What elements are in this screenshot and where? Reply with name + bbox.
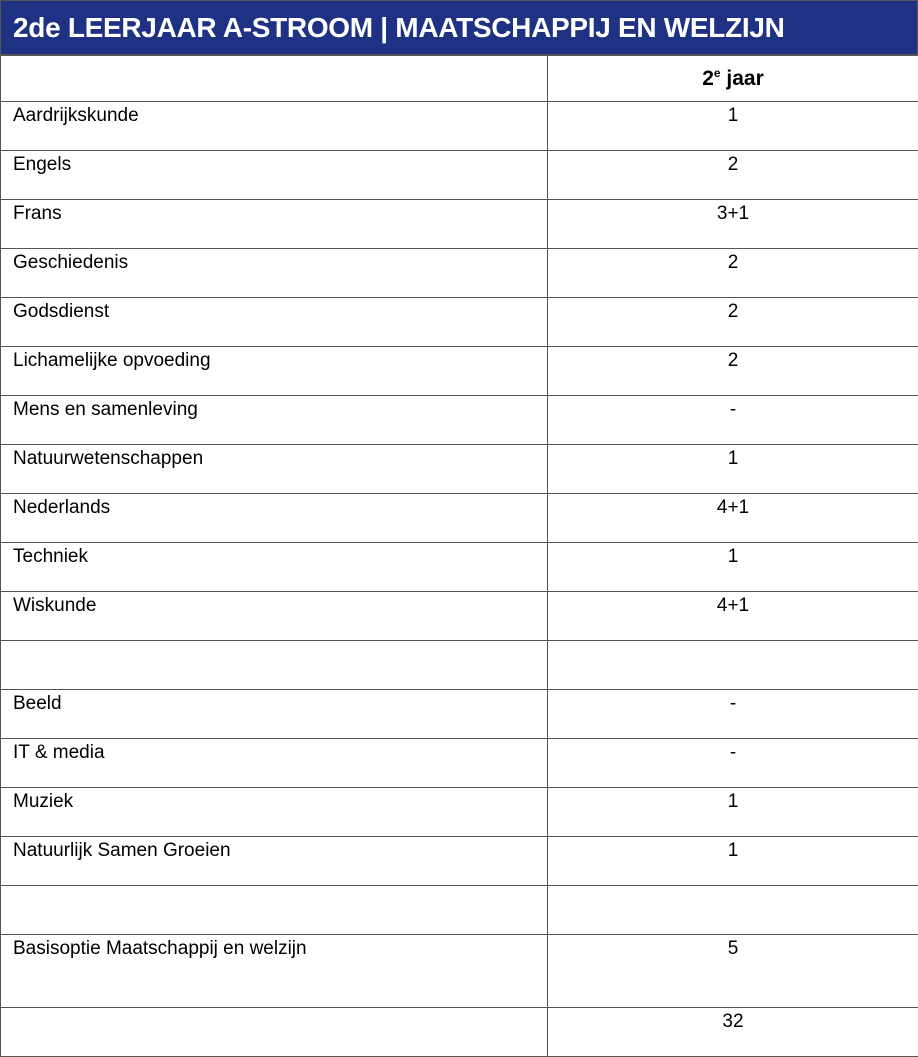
hours-cell: 2 — [548, 249, 918, 298]
hours-cell: 1 — [548, 788, 918, 837]
subject-cell: Beeld — [1, 690, 548, 739]
hours-cell: - — [548, 739, 918, 788]
hours-cell: 2 — [548, 151, 918, 200]
table-row: 32 — [1, 1008, 918, 1057]
hours-cell: 1 — [548, 445, 918, 494]
subject-cell: Natuurwetenschappen — [1, 445, 548, 494]
subject-cell — [1, 886, 548, 935]
subject-cell: Aardrijkskunde — [1, 102, 548, 151]
hours-cell: 4+1 — [548, 494, 918, 543]
subject-cell: Basisoptie Maatschappij en welzijn — [1, 935, 548, 1008]
subject-cell: Techniek — [1, 543, 548, 592]
table-row — [1, 641, 918, 690]
year-superscript: e — [714, 66, 721, 80]
subject-cell: Natuurlijk Samen Groeien — [1, 837, 548, 886]
hours-cell: 1 — [548, 837, 918, 886]
hours-cell: 2 — [548, 347, 918, 396]
hours-cell: - — [548, 690, 918, 739]
header-subject-cell — [1, 56, 548, 102]
hours-cell — [548, 886, 918, 935]
subject-cell: Wiskunde — [1, 592, 548, 641]
subject-cell — [1, 641, 548, 690]
page-title: 2de LEERJAAR A-STROOM | MAATSCHAPPIJ EN … — [0, 0, 918, 55]
subject-cell: Frans — [1, 200, 548, 249]
subject-cell: Muziek — [1, 788, 548, 837]
hours-cell: - — [548, 396, 918, 445]
table-row: Beeld- — [1, 690, 918, 739]
subject-cell: Mens en samenleving — [1, 396, 548, 445]
hours-cell: 2 — [548, 298, 918, 347]
hours-cell: 32 — [548, 1008, 918, 1057]
subject-cell: IT & media — [1, 739, 548, 788]
subject-cell — [1, 1008, 548, 1057]
year-word: jaar — [726, 67, 763, 90]
hours-cell — [548, 641, 918, 690]
hours-cell: 5 — [548, 935, 918, 1008]
hours-cell: 1 — [548, 543, 918, 592]
subject-cell: Engels — [1, 151, 548, 200]
table-header-row: 2e jaar — [1, 56, 918, 102]
year-number: 2 — [702, 67, 714, 90]
subject-cell: Lichamelijke opvoeding — [1, 347, 548, 396]
table-row: Mens en samenleving- — [1, 396, 918, 445]
hours-cell: 4+1 — [548, 592, 918, 641]
table-row — [1, 886, 918, 935]
table-row: IT & media- — [1, 739, 918, 788]
subject-cell: Nederlands — [1, 494, 548, 543]
hours-cell: 3+1 — [548, 200, 918, 249]
hours-cell: 1 — [548, 102, 918, 151]
header-year-cell: 2e jaar — [548, 56, 918, 102]
subject-cell: Geschiedenis — [1, 249, 548, 298]
subject-cell: Godsdienst — [1, 298, 548, 347]
